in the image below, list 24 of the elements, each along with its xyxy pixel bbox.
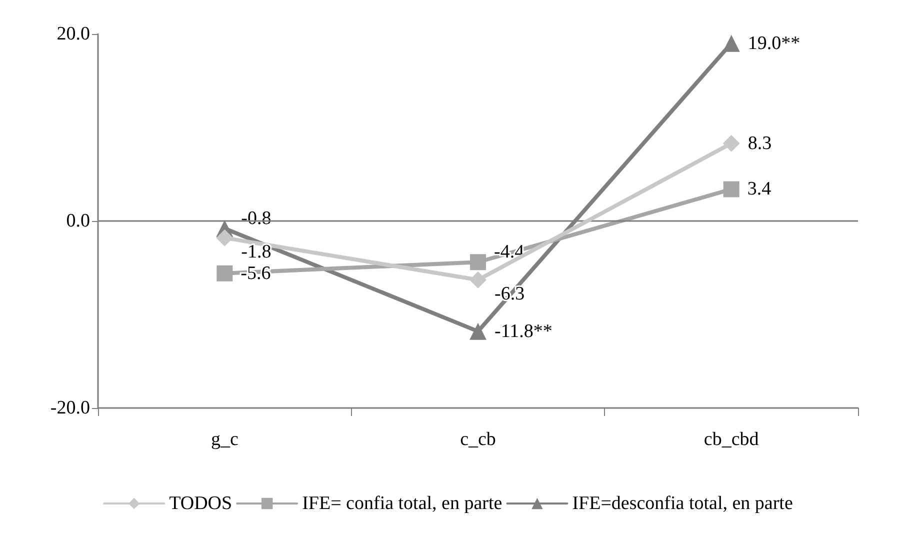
data-label: 3.4 — [747, 178, 772, 200]
data-label: -1.8 — [241, 241, 272, 262]
data-label: 8.3 — [748, 132, 772, 154]
y-tick-label: 20.0 — [56, 24, 90, 44]
data-label: 19.0** — [748, 32, 800, 54]
point — [722, 134, 740, 152]
point — [216, 229, 234, 246]
data-label: -6.3 — [494, 283, 525, 304]
data-label: -11.8** — [494, 320, 552, 342]
x-tick-label: g_c — [210, 429, 238, 450]
point — [723, 181, 740, 198]
legend-label: TODOS — [169, 493, 232, 514]
point — [216, 265, 233, 282]
point — [470, 322, 486, 340]
point — [470, 271, 486, 288]
y-tick-label: 0.0 — [66, 210, 90, 232]
legend-label: IFE=desconfia total, en parte — [572, 493, 793, 514]
point — [722, 34, 740, 52]
legend-label: IFE= confia total, en parte — [302, 493, 502, 514]
x-tick-label: c_cb — [460, 429, 496, 450]
data-label: -5.6 — [240, 262, 271, 284]
y-tick-label: -20.0 — [50, 398, 90, 418]
point — [470, 254, 486, 270]
x-tick-label: cb_cbd — [704, 429, 760, 450]
